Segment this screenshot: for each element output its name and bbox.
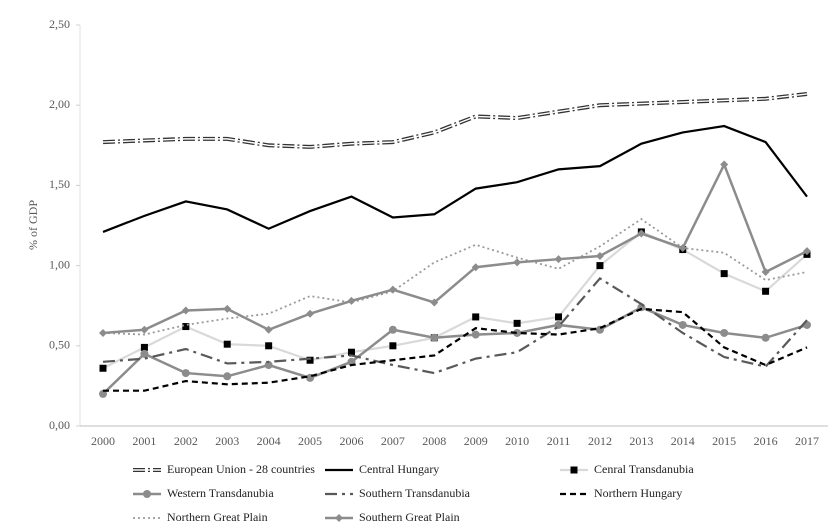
point bbox=[388, 325, 397, 334]
legend-label: Western Transdanubia bbox=[167, 486, 274, 500]
point bbox=[472, 313, 480, 321]
point bbox=[720, 270, 728, 278]
point bbox=[430, 298, 439, 307]
point bbox=[678, 243, 687, 252]
x-tick-label: 2013 bbox=[629, 434, 653, 448]
point bbox=[182, 323, 190, 331]
x-tick-label: 2002 bbox=[174, 434, 198, 448]
point bbox=[513, 319, 521, 327]
x-tick-label: 2006 bbox=[339, 434, 363, 448]
point bbox=[720, 328, 729, 337]
series-line bbox=[102, 230, 808, 370]
x-tick-label: 2017 bbox=[795, 434, 819, 448]
series-line bbox=[103, 307, 808, 392]
point bbox=[430, 333, 439, 342]
y-tick-label: 2,00 bbox=[49, 97, 70, 111]
x-tick-label: 2016 bbox=[754, 434, 778, 448]
point bbox=[554, 255, 563, 264]
x-tick-label: 2015 bbox=[712, 434, 736, 448]
x-tick-label: 2007 bbox=[381, 434, 405, 448]
point bbox=[471, 330, 480, 339]
point bbox=[264, 361, 273, 370]
point bbox=[99, 389, 107, 398]
point bbox=[595, 251, 604, 260]
point bbox=[596, 262, 604, 270]
point bbox=[140, 349, 149, 358]
point bbox=[140, 343, 148, 351]
point bbox=[223, 372, 232, 381]
legend-label: Central Hungary bbox=[359, 462, 439, 476]
point bbox=[347, 296, 356, 305]
y-tick-label: 0,00 bbox=[49, 418, 70, 432]
point bbox=[388, 285, 397, 294]
x-tick-label: 2005 bbox=[298, 434, 322, 448]
point bbox=[513, 328, 522, 337]
point bbox=[306, 356, 314, 364]
x-tick-label: 2011 bbox=[547, 434, 571, 448]
y-tick-label: 1,50 bbox=[49, 177, 70, 191]
point bbox=[389, 342, 397, 350]
x-tick-label: 2004 bbox=[257, 434, 281, 448]
legend-label: Cenral Transdanubia bbox=[594, 462, 694, 476]
point bbox=[265, 342, 273, 350]
point bbox=[555, 313, 563, 321]
point bbox=[140, 325, 149, 334]
x-tick-label: 2000 bbox=[91, 434, 115, 448]
point bbox=[720, 160, 729, 169]
legend-label: Southern Great Plain bbox=[359, 510, 460, 524]
point bbox=[306, 309, 315, 318]
y-tick-label: 2,50 bbox=[49, 17, 70, 31]
legend-label: European Union - 28 countries bbox=[167, 462, 315, 476]
point bbox=[264, 325, 273, 334]
point bbox=[513, 258, 522, 267]
point bbox=[181, 369, 190, 378]
legend-label: Northern Hungary bbox=[594, 486, 682, 500]
point bbox=[223, 340, 231, 348]
point bbox=[678, 320, 687, 329]
y-axis-label: % of GDP bbox=[26, 200, 40, 250]
x-tick-label: 2009 bbox=[464, 434, 488, 448]
point bbox=[471, 263, 480, 272]
legend-marker bbox=[143, 490, 151, 498]
series-line bbox=[102, 277, 808, 375]
series-line bbox=[102, 124, 808, 233]
point bbox=[761, 268, 770, 277]
point bbox=[803, 247, 811, 256]
y-tick-label: 1,00 bbox=[49, 257, 70, 271]
point bbox=[99, 328, 107, 337]
point bbox=[637, 229, 646, 238]
legend-label: Northern Great Plain bbox=[167, 510, 268, 524]
point bbox=[762, 287, 770, 295]
point bbox=[761, 333, 770, 342]
series-line-inner bbox=[102, 93, 808, 148]
legend: European Union - 28 countries Central Hun… bbox=[133, 462, 694, 524]
x-tick-label: 2008 bbox=[422, 434, 446, 448]
legend-label: Southern Transdanubia bbox=[359, 486, 471, 500]
point bbox=[99, 364, 107, 372]
y-tick-label: 0,50 bbox=[49, 338, 70, 352]
series-line bbox=[102, 305, 808, 395]
x-tick-label: 2012 bbox=[588, 434, 612, 448]
series-line bbox=[102, 161, 808, 335]
x-tick-label: 2001 bbox=[132, 434, 156, 448]
point bbox=[181, 306, 190, 315]
x-tick-label: 2010 bbox=[505, 434, 529, 448]
point bbox=[347, 348, 355, 356]
x-tick-label: 2003 bbox=[215, 434, 239, 448]
legend-marker bbox=[570, 466, 578, 474]
legend-marker bbox=[335, 514, 343, 522]
point bbox=[223, 304, 232, 313]
series-line bbox=[102, 217, 808, 336]
x-tick-label: 2014 bbox=[671, 434, 695, 448]
